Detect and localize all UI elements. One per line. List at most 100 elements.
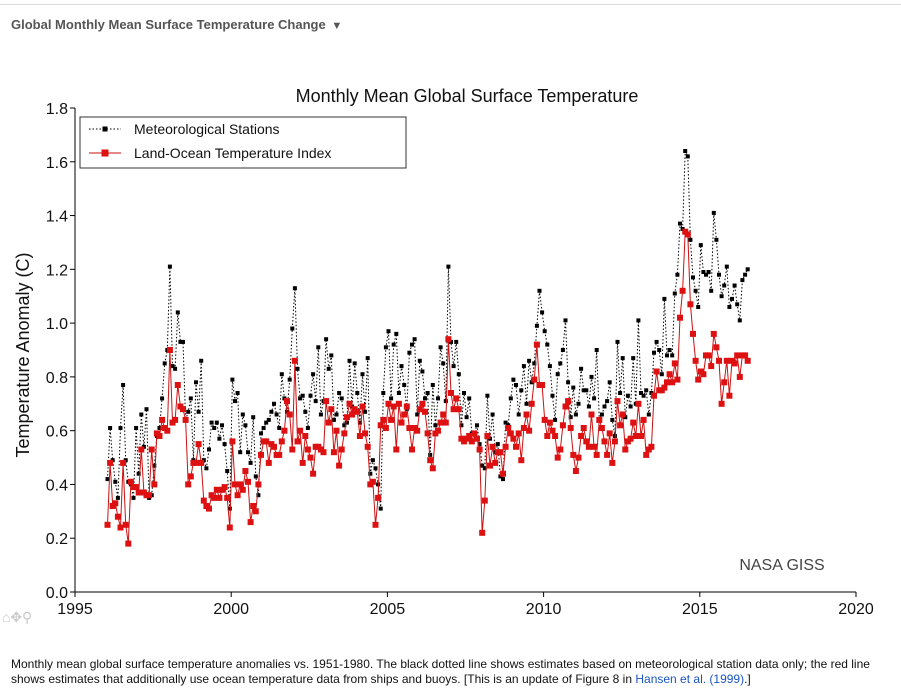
data-point-stations [266, 417, 271, 422]
data-point-lotemp [448, 390, 454, 396]
data-point-stations [566, 380, 571, 385]
data-point-stations [639, 391, 643, 395]
data-point-stations [264, 420, 269, 425]
data-point-lotemp [307, 454, 314, 461]
data-point-lotemp [651, 392, 657, 399]
data-point-lotemp [575, 454, 582, 461]
data-point-lotemp [466, 433, 473, 439]
data-point-stations [251, 415, 256, 420]
data-point-lotemp [520, 425, 527, 431]
data-point-stations [339, 396, 344, 401]
data-point-stations [378, 506, 383, 511]
data-point-lotemp [640, 416, 647, 423]
data-point-stations [501, 477, 505, 482]
data-point-lotemp [359, 403, 366, 410]
data-point-lotemp [484, 433, 491, 439]
pan-icon[interactable]: ✥ [10, 609, 22, 625]
data-point-stations [711, 210, 716, 215]
data-point-lotemp [216, 494, 223, 501]
data-point-lotemp [299, 459, 306, 466]
data-point-stations [464, 415, 469, 420]
data-point-stations [162, 361, 167, 366]
data-point-stations [511, 377, 516, 382]
hansen-citation-link[interactable]: Hansen et al. (1999) [635, 672, 745, 686]
data-point-stations [279, 372, 284, 377]
data-point-stations [391, 342, 396, 347]
caption-text: Monthly mean global surface temperature … [11, 657, 870, 686]
data-point-stations [222, 442, 227, 447]
data-point-stations [334, 412, 339, 417]
legend-stations-label: Meteorological Stations [134, 121, 280, 137]
data-point-stations [300, 393, 305, 398]
data-point-stations [196, 409, 201, 414]
data-point-lotemp [302, 433, 309, 439]
data-point-stations [683, 149, 688, 153]
data-point-lotemp [289, 446, 296, 453]
data-point-stations [373, 466, 378, 471]
data-point-stations [173, 366, 178, 371]
collapse-arrow-icon[interactable]: ▼ [331, 20, 343, 32]
data-point-stations [615, 339, 620, 344]
data-point-stations [240, 412, 245, 417]
y-tick-label: 1.2 [46, 262, 68, 279]
data-point-stations [743, 272, 748, 277]
data-point-stations [360, 372, 365, 377]
data-point-stations [105, 477, 110, 482]
data-point-stations [737, 318, 742, 323]
data-point-lotemp [481, 497, 488, 504]
data-point-stations [331, 417, 336, 422]
data-point-lotemp [684, 231, 691, 238]
data-point-lotemp [164, 427, 171, 434]
data-point-lotemp [440, 411, 447, 418]
data-point-lotemp [304, 446, 311, 453]
data-point-stations [235, 391, 240, 395]
data-point-stations [579, 366, 584, 371]
data-point-lotemp [182, 416, 189, 423]
data-point-stations [625, 393, 630, 398]
data-point-lotemp [226, 524, 233, 531]
data-point-stations [438, 345, 443, 350]
data-point-stations [654, 339, 659, 344]
data-point-stations [514, 383, 518, 387]
data-point-lotemp [252, 508, 259, 515]
data-point-lotemp [716, 357, 722, 364]
data-point-lotemp [133, 484, 140, 491]
data-point-lotemp [213, 486, 220, 493]
data-point-stations [727, 305, 732, 309]
y-tick-label: 0.2 [46, 531, 68, 548]
data-point-stations [386, 329, 391, 334]
data-point-stations [675, 272, 680, 277]
data-point-lotemp [346, 400, 353, 407]
data-point-stations [181, 339, 185, 344]
data-point-lotemp [416, 406, 423, 413]
data-point-lotemp [138, 446, 145, 453]
section-header[interactable]: Global Monthly Mean Surface Temperature … [11, 17, 342, 32]
data-point-lotemp [174, 382, 181, 388]
watermark: NASA GISS [739, 557, 824, 574]
data-point-stations [337, 391, 342, 395]
data-point-lotemp [245, 478, 251, 485]
data-point-stations [503, 420, 508, 425]
data-point-stations [560, 348, 565, 352]
data-point-lotemp [333, 427, 340, 434]
data-point-lotemp [497, 449, 504, 456]
data-point-stations [745, 267, 750, 272]
data-point-stations [344, 420, 349, 425]
data-point-lotemp [630, 419, 637, 426]
data-point-stations [365, 356, 370, 361]
data-point-lotemp [159, 416, 166, 423]
data-point-lotemp [320, 449, 327, 456]
data-point-lotemp [591, 443, 598, 450]
data-point-lotemp [700, 371, 707, 378]
data-point-stations [618, 391, 623, 395]
x-tick-label: 2020 [838, 601, 874, 618]
home-icon[interactable]: ⌂ [2, 609, 11, 625]
data-point-stations [571, 385, 576, 390]
caption-text-end: .] [744, 672, 751, 686]
data-point-lotemp [156, 433, 163, 439]
data-point-stations [534, 323, 539, 328]
data-point-stations [607, 380, 612, 385]
data-point-stations [701, 270, 706, 274]
data-point-stations [605, 399, 610, 404]
zoom-icon[interactable]: ⚲ [21, 609, 32, 625]
